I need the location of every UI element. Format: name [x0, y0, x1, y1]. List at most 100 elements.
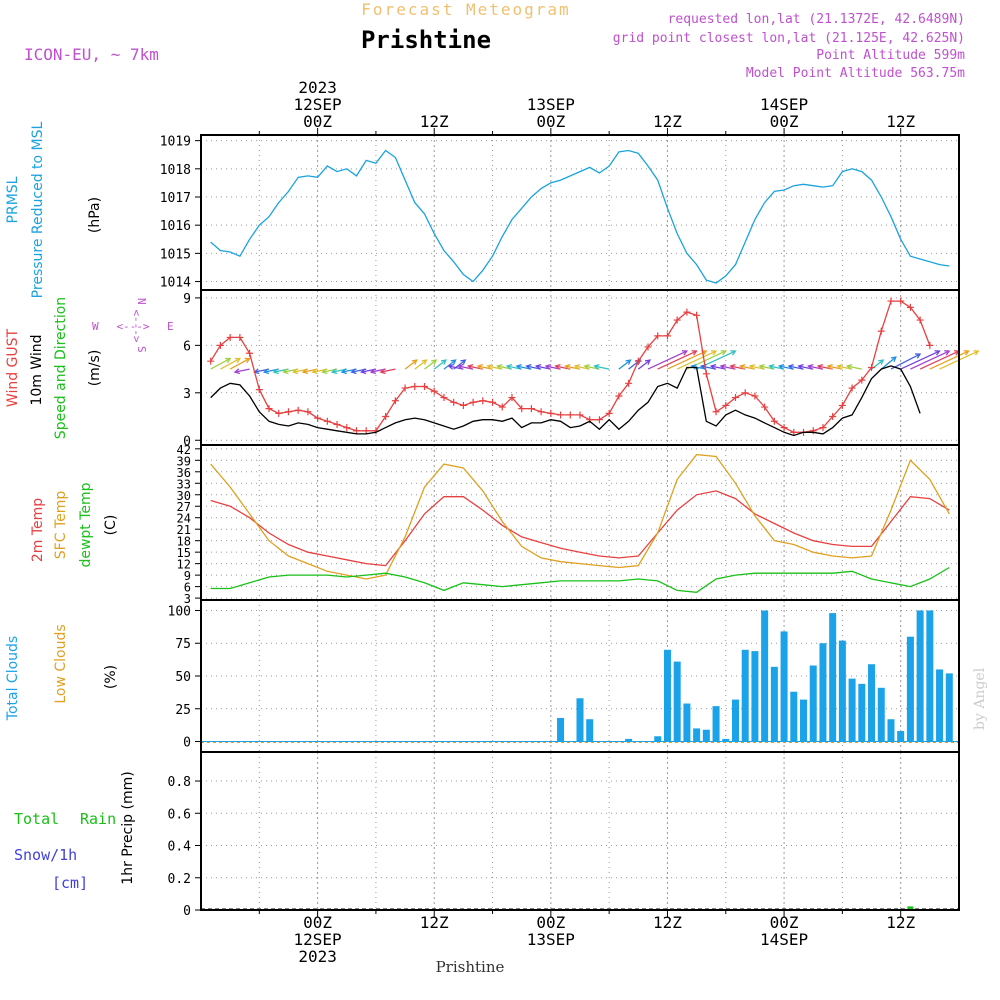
time-label-top: 12Z [653, 112, 682, 131]
gust-marker [770, 417, 778, 425]
gust-marker [702, 370, 710, 378]
wind-arrow-head [262, 368, 270, 375]
wind-arrow-head [836, 363, 843, 370]
time-label-bottom: 00Z [536, 913, 565, 932]
wind-arrow-head [534, 363, 542, 370]
wind-arrow-head [748, 363, 756, 370]
wind-arrow-head [691, 350, 698, 356]
y-tick-label: 1018 [160, 163, 191, 178]
wind-arrow-head [915, 353, 922, 359]
wind-arrow [657, 350, 697, 370]
panel-clouds: 0 25 50 75 100 Total Clouds Low Clouds (%) [5, 599, 960, 753]
gust-marker [858, 376, 866, 384]
gust-marker [323, 417, 331, 425]
wind-arrow-head [233, 368, 241, 375]
y-tick-label: 36 [177, 466, 191, 480]
compass-s: S [135, 346, 148, 353]
wind-arrow-head [709, 363, 717, 370]
wind-arrow [667, 350, 707, 370]
gust-marker [255, 386, 263, 394]
wind-arrow-head [272, 368, 279, 375]
gust-marker [868, 364, 876, 371]
cloud-bar [683, 703, 691, 742]
axis-label: Pressure Reduced to MSL [30, 121, 46, 298]
y-tick-label: 15 [177, 546, 191, 560]
gust-marker [615, 392, 623, 400]
series-line [210, 365, 921, 437]
time-label-bottom: 12SEP [294, 930, 342, 949]
time-label-top: 14SEP [760, 95, 808, 114]
wind-arrow [676, 350, 717, 370]
gust-marker [848, 384, 856, 392]
cloud-bar [576, 698, 584, 742]
y-tick-label: 6 [184, 581, 191, 595]
gust-marker [887, 297, 895, 305]
gust-marker [304, 408, 312, 416]
wind-arrow-head [878, 359, 885, 365]
y-tick-label: 0 [183, 434, 191, 449]
gust-marker [450, 398, 458, 406]
wind-arrow-head [466, 363, 474, 370]
gust-marker [731, 394, 739, 402]
wind-arrow-head [476, 363, 483, 370]
precip-bar [907, 906, 914, 909]
wind-arrow-head [758, 363, 765, 370]
y-tick-label: 21 [177, 523, 191, 537]
y-tick-label: 3 [183, 387, 191, 402]
time-label-top: 00Z [303, 112, 332, 131]
gust-marker [314, 414, 322, 422]
gust-marker [216, 341, 224, 349]
y-tick-label: 1017 [160, 191, 191, 206]
wind-arrow-head [644, 359, 652, 365]
gust-marker [829, 413, 837, 421]
time-label-top: 12Z [886, 112, 915, 131]
gust-marker [518, 405, 526, 413]
wind-arrow-head [730, 350, 737, 356]
cloud-bar [906, 636, 914, 742]
cloud-bar [800, 699, 808, 742]
model-altitude: Model Point Altitude 563.75m [746, 66, 965, 81]
axis-label: PRMSL [5, 176, 21, 223]
panel-frame [200, 444, 960, 601]
gust-marker [391, 397, 399, 405]
gust-marker [527, 405, 535, 413]
compass-rose: N <---> S W <---> E [92, 298, 174, 353]
y-tick-label: 1015 [160, 247, 191, 262]
cloud-bar [945, 673, 953, 742]
wind-arrow [210, 358, 231, 370]
wind-arrow [647, 350, 688, 370]
cloud-bar [848, 678, 856, 742]
wind-arrow [919, 350, 960, 370]
cloud-bar [702, 729, 710, 742]
time-label-bottom: 00Z [303, 913, 332, 932]
y-tick-label: 3 [184, 592, 191, 606]
gust-marker [906, 303, 914, 311]
wind-arrow-head [496, 363, 503, 370]
wind-arrow-head [690, 363, 697, 370]
wind-arrow-head [719, 363, 726, 370]
wind-arrow-head [360, 368, 367, 375]
gust-marker [333, 420, 341, 428]
cloud-bar [877, 687, 885, 742]
time-label-top: 12Z [420, 112, 449, 131]
gust-marker [537, 408, 545, 416]
cloud-bar [751, 651, 759, 742]
wind-arrow-head [282, 368, 289, 375]
wind-arrow [433, 359, 447, 370]
wind-arrow-head [421, 359, 428, 365]
wind-arrow [910, 350, 950, 370]
cloud-bar [916, 610, 924, 742]
cloud-bar [625, 738, 633, 742]
wind-arrow [847, 365, 862, 370]
gust-marker [294, 406, 302, 414]
model-label: ICON-EU, ~ 7km [24, 45, 159, 64]
y-tick-label: 0 [183, 904, 191, 919]
gust-marker [663, 332, 671, 340]
wind-arrow [594, 365, 610, 370]
wind-arrow-head [292, 368, 299, 375]
gust-marker [751, 392, 759, 400]
gust-marker [693, 311, 701, 319]
wind-arrow-head [625, 359, 632, 365]
gust-marker [595, 416, 603, 424]
wind-arrow-head [973, 350, 980, 356]
